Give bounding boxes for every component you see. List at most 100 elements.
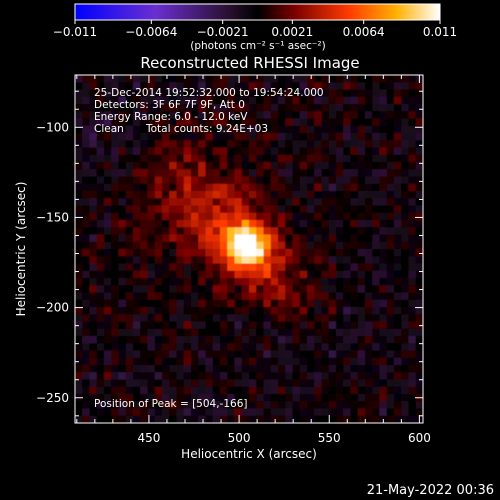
heatmap-cell — [299, 278, 308, 286]
heatmap-cell — [415, 292, 423, 301]
heatmap-cell — [386, 299, 395, 308]
heatmap-cell — [154, 162, 163, 170]
heatmap-cell — [307, 350, 315, 359]
heatmap-cell — [169, 176, 178, 185]
heatmap-cell — [205, 285, 214, 294]
heatmap-cell — [350, 89, 359, 98]
heatmap-cell — [183, 307, 192, 315]
heatmap-cell — [350, 379, 359, 388]
heatmap-cell — [118, 256, 127, 265]
heatmap-cell — [198, 336, 207, 344]
heatmap-cell — [191, 183, 199, 192]
heatmap-cell — [75, 343, 83, 352]
heatmap-cell — [118, 394, 127, 402]
heatmap-cell — [241, 176, 250, 185]
heatmap-cell — [212, 169, 221, 178]
heatmap-cell — [125, 249, 134, 257]
heatmap-cell — [249, 169, 257, 178]
heatmap-cell — [234, 234, 243, 243]
heatmap-cell — [292, 256, 301, 265]
heatmap-cell — [140, 227, 149, 236]
heatmap-cell — [227, 220, 236, 228]
heatmap-cell — [314, 372, 323, 381]
heatmap-cell — [205, 343, 214, 352]
heatmap-cell — [147, 183, 156, 192]
heatmap-cell — [350, 162, 359, 170]
colorbar-unit-label: (photons cm⁻² s⁻¹ asec⁻²) — [190, 40, 325, 52]
heatmap-cell — [111, 249, 120, 257]
heatmap-cell — [212, 118, 221, 127]
heatmap-cell — [292, 198, 301, 207]
heatmap-cell — [140, 133, 149, 141]
heatmap-cell — [212, 234, 221, 243]
heatmap-cell — [365, 234, 373, 243]
heatmap-cell — [212, 154, 221, 163]
heatmap-cell — [292, 365, 301, 373]
colorbar-ticks: −0.011 −0.0064 −0.0021 0.0021 0.0064 0.011 — [53, 20, 457, 39]
heatmap-cell — [401, 350, 410, 359]
heatmap-cell — [292, 191, 301, 199]
heatmap-cell — [256, 89, 265, 98]
heatmap-cell — [140, 249, 149, 257]
heatmap-cell — [205, 357, 214, 366]
heatmap-cell — [270, 256, 279, 265]
heatmap-cell — [314, 336, 323, 344]
heatmap-cell — [249, 220, 257, 228]
heatmap-cell — [241, 314, 250, 323]
heatmap-cell — [270, 162, 279, 170]
heatmap-cell — [104, 147, 112, 156]
heatmap-cell — [379, 328, 388, 337]
heatmap-cell — [350, 350, 359, 359]
heatmap-cell — [299, 336, 308, 344]
heatmap-cell — [176, 408, 185, 417]
heatmap-cell — [249, 263, 257, 272]
heatmap-cell — [328, 299, 337, 308]
heatmap-cell — [350, 96, 359, 105]
heatmap-cell — [241, 162, 250, 170]
heatmap-cell — [183, 372, 192, 381]
heatmap-cell — [220, 249, 228, 257]
heatmap-cell — [125, 394, 134, 402]
colorbar-tick-label: −0.011 — [53, 25, 97, 39]
heatmap-cell — [379, 118, 388, 127]
heatmap-cell — [140, 336, 149, 344]
heatmap-cell — [191, 89, 199, 98]
heatmap-cell — [314, 212, 323, 221]
heatmap-cell — [314, 169, 323, 178]
heatmap-cell — [408, 379, 417, 388]
heatmap-cell — [162, 372, 170, 381]
heatmap-cell — [299, 386, 308, 395]
heatmap-cell — [386, 191, 395, 199]
heatmap-cell — [212, 321, 221, 330]
heatmap-cell — [96, 270, 105, 279]
heatmap-cell — [321, 299, 330, 308]
heatmap-cell — [343, 183, 352, 192]
heatmap-cell — [234, 292, 243, 301]
heatmap-cell — [176, 154, 185, 163]
heatmap-cell — [133, 278, 141, 286]
heatmap-cell — [336, 292, 344, 301]
heatmap-cell — [111, 408, 120, 417]
heatmap-cell — [89, 321, 98, 330]
heatmap-cell — [82, 379, 91, 388]
heatmap-cell — [394, 82, 402, 91]
heatmap-cell — [169, 292, 178, 301]
heatmap-cell — [154, 118, 163, 127]
heatmap-cell — [89, 169, 98, 178]
heatmap-cell — [169, 234, 178, 243]
heatmap-cell — [285, 227, 294, 236]
heatmap-cell — [328, 154, 337, 163]
time-range-text: 25-Dec-2014 19:52:32.000 to 19:54:24.000 — [94, 87, 324, 99]
heatmap-cell — [227, 205, 236, 214]
heatmap-cell — [82, 365, 91, 373]
heatmap-cell — [379, 263, 388, 272]
heatmap-cell — [198, 104, 207, 112]
heatmap-cell — [307, 212, 315, 221]
y-tick-label: −100 — [36, 120, 69, 134]
heatmap-cell — [292, 401, 301, 410]
heatmap-cell — [140, 183, 149, 192]
heatmap-cell — [183, 241, 192, 250]
heatmap-cell — [147, 328, 156, 337]
heatmap-cell — [307, 285, 315, 294]
heatmap-cell — [270, 307, 279, 315]
